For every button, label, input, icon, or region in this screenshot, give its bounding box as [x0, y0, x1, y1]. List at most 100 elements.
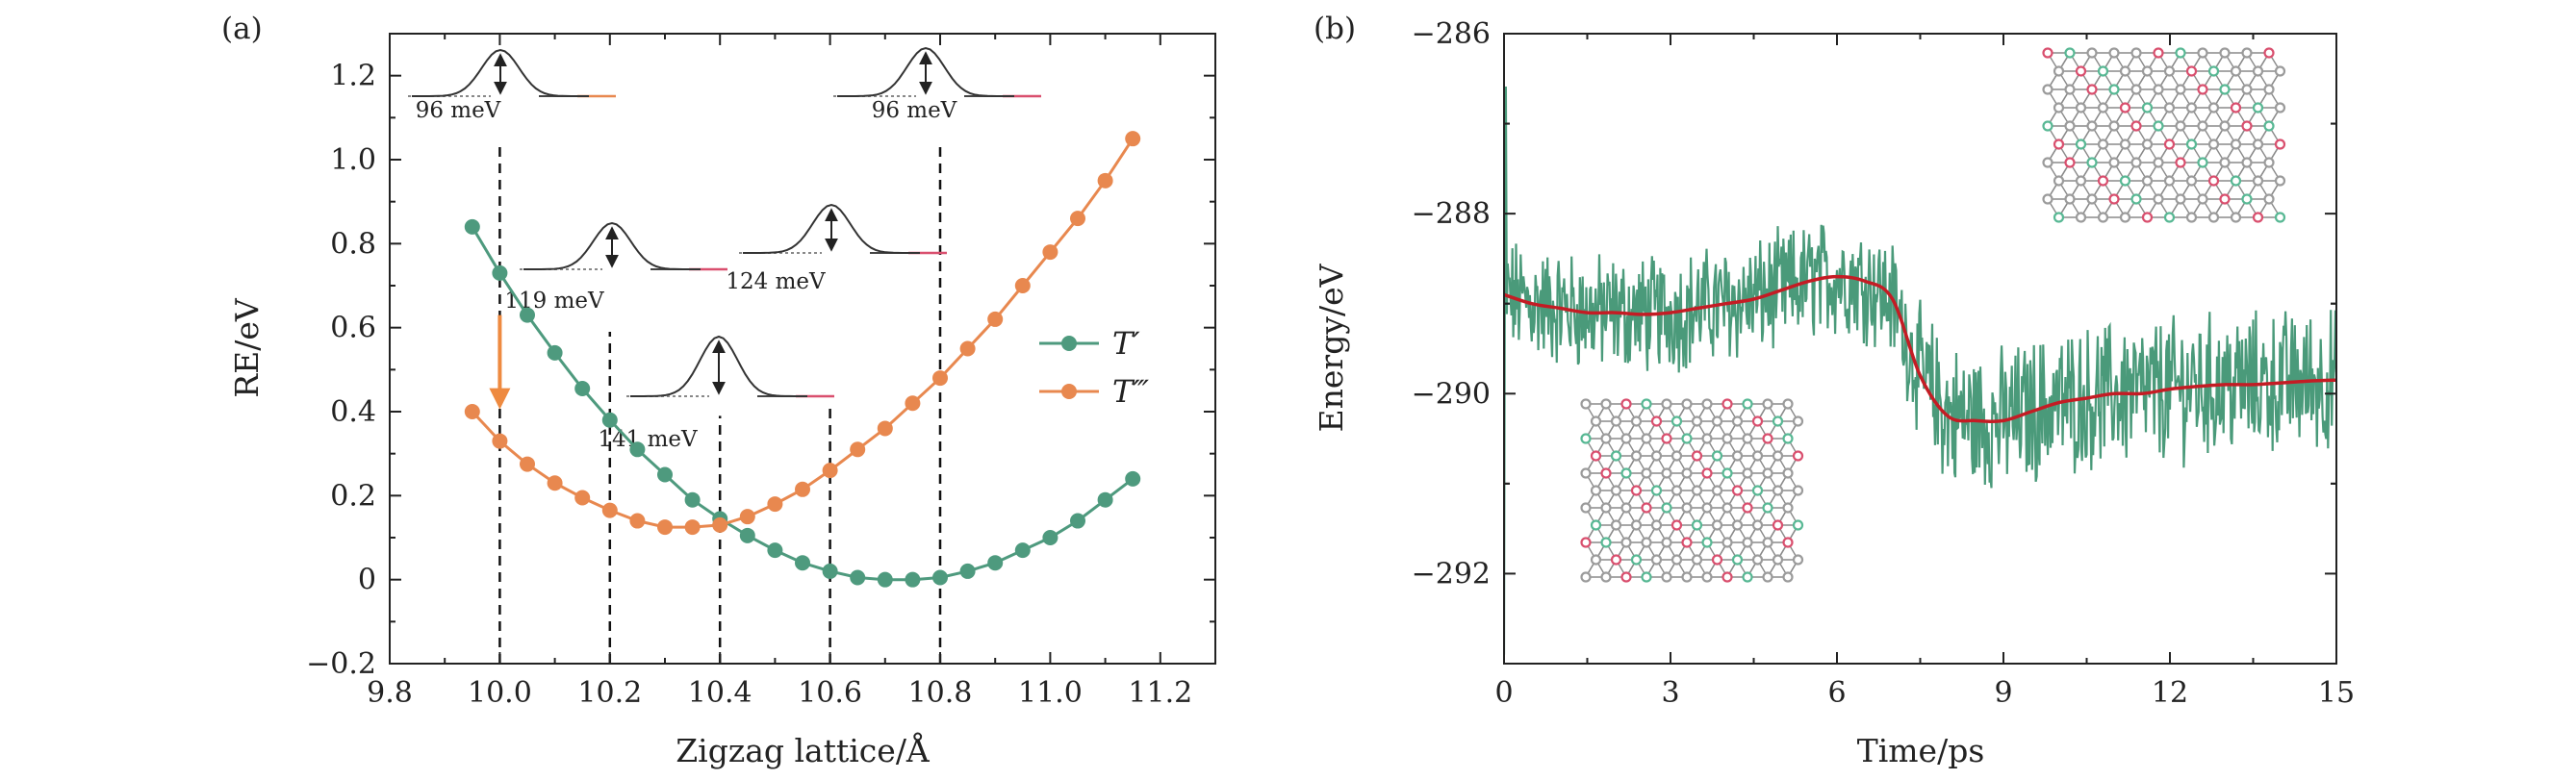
atom: [2075, 102, 2087, 113]
atom: [2053, 212, 2065, 223]
data-point: [795, 555, 810, 571]
series-line: [471, 138, 1135, 529]
atom: [2207, 138, 2220, 150]
x-tick-label-a: 9.8: [367, 676, 413, 710]
atom: [1701, 571, 1713, 583]
atom: [2230, 212, 2242, 223]
x-tick-label-a: 10.0: [468, 676, 532, 710]
legend-label-t-triple-prime: T‴: [1112, 373, 1149, 410]
atom: [2064, 47, 2076, 59]
atom: [1731, 450, 1744, 462]
atom: [2153, 157, 2164, 168]
atom: [1630, 519, 1643, 531]
atom: [1610, 519, 1622, 531]
atom: [2086, 120, 2098, 132]
atom: [2207, 102, 2220, 113]
data-point: [684, 519, 701, 536]
atom: [2119, 212, 2131, 223]
atom: [2053, 102, 2065, 113]
peak-label: 119 meV: [504, 289, 604, 314]
atom: [1620, 433, 1632, 444]
data-point: [547, 475, 563, 491]
atom: [1711, 554, 1723, 566]
atom: [1742, 467, 1753, 479]
atom: [2263, 120, 2275, 132]
atom: [2241, 47, 2253, 59]
atom: [2163, 102, 2176, 113]
peak-inset: 96 meV: [408, 48, 616, 123]
atom: [2197, 47, 2208, 59]
x-tick-label-b: 15: [2318, 676, 2355, 710]
atom: [1681, 398, 1693, 410]
atom: [1782, 467, 1794, 479]
atom: [2219, 84, 2231, 95]
atom: [1650, 450, 1663, 462]
atom: [1590, 554, 1602, 566]
atom: [2042, 120, 2053, 132]
atom: [1650, 554, 1663, 566]
atom: [2230, 65, 2242, 77]
atom: [2274, 138, 2286, 150]
data-point: [629, 513, 646, 529]
md-energy-trace: [1504, 86, 2336, 655]
atom: [1620, 571, 1632, 583]
peak-inset: 141 meV: [598, 335, 834, 452]
atom: [1641, 398, 1652, 410]
atom: [1722, 502, 1733, 514]
panel-a-label: (a): [221, 12, 263, 46]
atom: [2207, 175, 2220, 187]
x-tick-label-a: 10.4: [688, 676, 752, 710]
atom: [2175, 84, 2186, 95]
atom: [1630, 485, 1643, 496]
data-point: [905, 571, 921, 588]
atom: [1731, 554, 1744, 566]
atom: [2097, 102, 2109, 113]
atom: [2086, 193, 2098, 205]
y-tick-label-a: 1.0: [330, 143, 376, 177]
atom: [2185, 212, 2198, 223]
series-t-prime: [464, 218, 1141, 588]
data-point: [574, 490, 591, 506]
atom: [1751, 485, 1764, 496]
atom: [1762, 467, 1773, 479]
atom: [1641, 467, 1652, 479]
y-tick-label-b: −290: [1412, 377, 1491, 411]
y-tick-label-a: 0.8: [330, 227, 376, 261]
x-tick-label-a: 10.6: [798, 676, 862, 710]
atom: [2042, 157, 2053, 168]
data-point: [657, 466, 673, 483]
atom: [1762, 571, 1773, 583]
atom: [1681, 433, 1693, 444]
atom: [1782, 398, 1794, 410]
data-point: [657, 519, 673, 536]
y-axis-title-b: Energy/eV: [1313, 263, 1350, 432]
atom: [1661, 571, 1672, 583]
md-energy-fit-curve: [1504, 274, 2336, 423]
peak-label: 124 meV: [726, 269, 826, 294]
atom: [1620, 537, 1632, 548]
atom: [1782, 502, 1794, 514]
atom: [2108, 157, 2120, 168]
atom: [1731, 519, 1744, 531]
atom: [1722, 571, 1733, 583]
data-point: [601, 502, 618, 518]
data-point: [905, 395, 921, 412]
atom: [2263, 84, 2275, 95]
atom: [2241, 157, 2253, 168]
atom: [1711, 415, 1723, 427]
atom: [2185, 102, 2198, 113]
atom: [2053, 138, 2065, 150]
atom: [2197, 120, 2208, 132]
atom: [2130, 84, 2142, 95]
data-point: [629, 441, 646, 458]
atom: [1580, 502, 1592, 514]
atom: [2230, 102, 2242, 113]
atom: [2163, 138, 2176, 150]
atom: [1731, 485, 1744, 496]
atom: [1650, 519, 1663, 531]
atom: [2219, 120, 2231, 132]
data-point: [1042, 244, 1058, 261]
atom: [1701, 398, 1713, 410]
atom: [1590, 450, 1602, 462]
plot-frame-a: [389, 33, 1216, 665]
